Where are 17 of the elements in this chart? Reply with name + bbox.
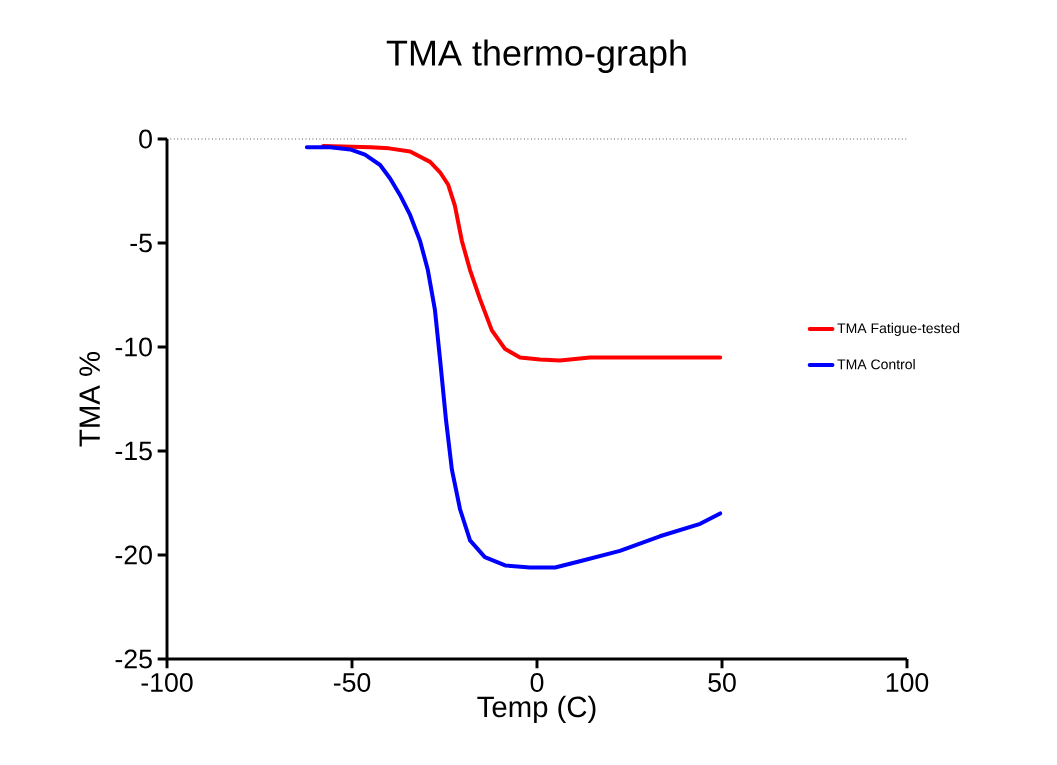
legend-label: TMA Control (837, 359, 915, 370)
x-tick-label: -50 (333, 673, 371, 692)
y-tick-label: -20 (115, 545, 152, 565)
line-series (304, 145, 723, 570)
y-axis-title: TMA % (79, 352, 100, 447)
y-tick-label: 0 (139, 129, 152, 149)
y-tick-label: -15 (115, 441, 152, 461)
y-tick-label: -25 (115, 649, 152, 669)
x-tick-label: 50 (708, 673, 736, 692)
y-tick-label: -10 (115, 337, 152, 357)
legend-label: TMA Fatigue-tested (837, 322, 960, 336)
x-tick-label: -100 (141, 673, 193, 692)
y-tick-label: -5 (130, 233, 152, 253)
x-axis-title: Temp (C) (477, 695, 596, 724)
chart-title: TMA thermo-graph (386, 39, 686, 73)
x-tick-label: 100 (886, 673, 929, 692)
x-tick-label: 0 (530, 673, 544, 692)
